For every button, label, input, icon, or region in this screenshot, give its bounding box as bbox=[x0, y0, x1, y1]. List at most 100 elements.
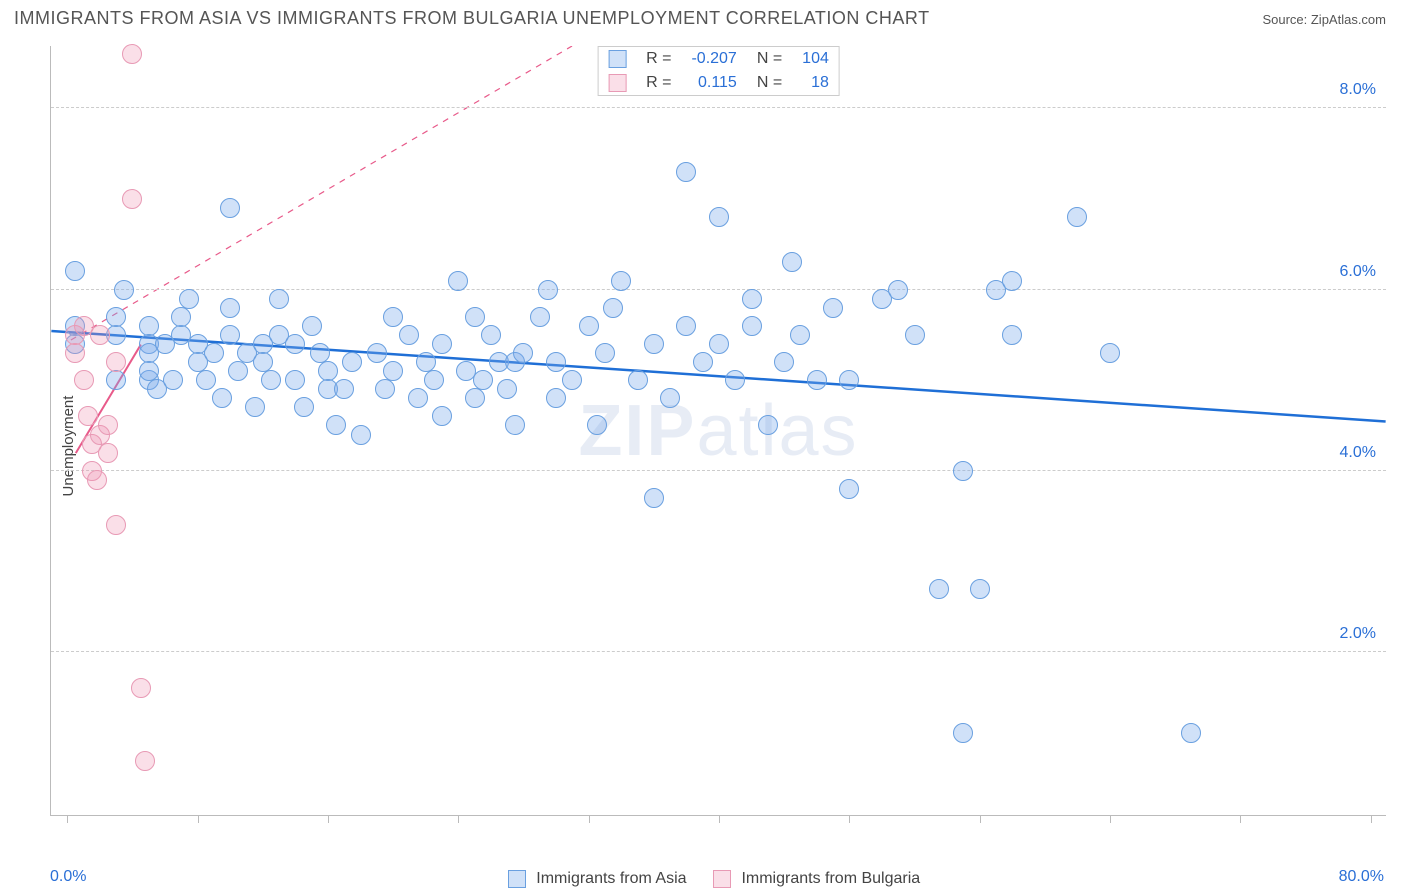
point-asia bbox=[432, 406, 452, 426]
point-asia bbox=[758, 415, 778, 435]
legend-label-bulgaria: Immigrants from Bulgaria bbox=[741, 870, 920, 887]
point-asia bbox=[326, 415, 346, 435]
x-tick-mark bbox=[849, 815, 850, 823]
n-value-asia: 104 bbox=[792, 47, 839, 71]
y-tick-label: 2.0% bbox=[1340, 625, 1376, 643]
stats-row-asia: R = -0.207 N = 104 bbox=[598, 47, 839, 71]
x-tick-mark bbox=[719, 815, 720, 823]
r-value-asia: -0.207 bbox=[681, 47, 746, 71]
point-asia bbox=[269, 289, 289, 309]
point-asia bbox=[587, 415, 607, 435]
chart-title: IMMIGRANTS FROM ASIA VS IMMIGRANTS FROM … bbox=[14, 8, 930, 29]
point-asia bbox=[139, 316, 159, 336]
swatch-asia bbox=[608, 50, 626, 68]
point-bulgaria bbox=[122, 189, 142, 209]
point-asia bbox=[807, 370, 827, 390]
gridline-h bbox=[51, 651, 1386, 652]
point-bulgaria bbox=[135, 751, 155, 771]
point-asia bbox=[546, 352, 566, 372]
legend-label-asia: Immigrants from Asia bbox=[536, 870, 686, 887]
point-asia bbox=[465, 307, 485, 327]
source-name: ZipAtlas.com bbox=[1311, 12, 1386, 27]
point-asia bbox=[782, 252, 802, 272]
x-tick-mark bbox=[198, 815, 199, 823]
y-tick-label: 4.0% bbox=[1340, 444, 1376, 462]
point-asia bbox=[261, 370, 281, 390]
watermark: ZIPatlas bbox=[578, 390, 858, 472]
point-asia bbox=[1002, 325, 1022, 345]
x-tick-mark bbox=[1240, 815, 1241, 823]
stats-row-bulgaria: R = 0.115 N = 18 bbox=[598, 71, 839, 95]
point-asia bbox=[220, 198, 240, 218]
point-asia bbox=[408, 388, 428, 408]
point-asia bbox=[953, 723, 973, 743]
point-bulgaria bbox=[106, 515, 126, 535]
point-asia bbox=[970, 579, 990, 599]
point-bulgaria bbox=[65, 343, 85, 363]
point-asia bbox=[595, 343, 615, 363]
point-asia bbox=[228, 361, 248, 381]
x-tick-mark bbox=[328, 815, 329, 823]
stats-table: R = -0.207 N = 104 R = 0.115 N = 18 bbox=[598, 47, 839, 95]
point-bulgaria bbox=[106, 352, 126, 372]
point-bulgaria bbox=[131, 678, 151, 698]
point-asia bbox=[742, 316, 762, 336]
gridline-h bbox=[51, 107, 1386, 108]
point-asia bbox=[628, 370, 648, 390]
point-asia bbox=[1002, 271, 1022, 291]
point-asia bbox=[318, 361, 338, 381]
point-asia bbox=[106, 307, 126, 327]
point-asia bbox=[953, 461, 973, 481]
y-tick-label: 8.0% bbox=[1340, 81, 1376, 99]
point-asia bbox=[114, 280, 134, 300]
x-tick-mark bbox=[1371, 815, 1372, 823]
point-asia bbox=[285, 370, 305, 390]
point-bulgaria bbox=[87, 470, 107, 490]
gridline-h bbox=[51, 470, 1386, 471]
point-asia bbox=[171, 307, 191, 327]
point-asia bbox=[546, 388, 566, 408]
point-asia bbox=[709, 334, 729, 354]
point-asia bbox=[473, 370, 493, 390]
point-asia bbox=[424, 370, 444, 390]
r-label-bulgaria: R = bbox=[636, 71, 681, 95]
title-bar: IMMIGRANTS FROM ASIA VS IMMIGRANTS FROM … bbox=[0, 0, 1406, 33]
watermark-light: atlas bbox=[696, 391, 858, 471]
correlation-stats-box: R = -0.207 N = 104 R = 0.115 N = 18 bbox=[597, 46, 840, 96]
x-tick-mark bbox=[589, 815, 590, 823]
point-asia bbox=[579, 316, 599, 336]
point-asia bbox=[660, 388, 680, 408]
point-asia bbox=[196, 370, 216, 390]
point-asia bbox=[676, 316, 696, 336]
point-asia bbox=[505, 415, 525, 435]
point-asia bbox=[611, 271, 631, 291]
x-tick-mark bbox=[458, 815, 459, 823]
point-asia bbox=[790, 325, 810, 345]
point-asia bbox=[383, 307, 403, 327]
point-asia bbox=[905, 325, 925, 345]
point-asia bbox=[693, 352, 713, 372]
point-asia bbox=[538, 280, 558, 300]
point-asia bbox=[351, 425, 371, 445]
point-asia bbox=[65, 261, 85, 281]
point-asia bbox=[448, 271, 468, 291]
point-asia bbox=[644, 488, 664, 508]
point-asia bbox=[416, 352, 436, 372]
point-asia bbox=[245, 397, 265, 417]
point-asia bbox=[481, 325, 501, 345]
point-asia bbox=[1181, 723, 1201, 743]
point-asia bbox=[562, 370, 582, 390]
point-bulgaria bbox=[74, 370, 94, 390]
point-asia bbox=[334, 379, 354, 399]
point-asia bbox=[888, 280, 908, 300]
point-asia bbox=[1067, 207, 1087, 227]
trend-lines-layer bbox=[51, 46, 1386, 815]
point-asia bbox=[929, 579, 949, 599]
x-tick-mark bbox=[67, 815, 68, 823]
point-asia bbox=[204, 343, 224, 363]
x-tick-mark bbox=[980, 815, 981, 823]
point-asia bbox=[676, 162, 696, 182]
point-bulgaria bbox=[98, 415, 118, 435]
point-asia bbox=[139, 361, 159, 381]
point-asia bbox=[839, 479, 859, 499]
